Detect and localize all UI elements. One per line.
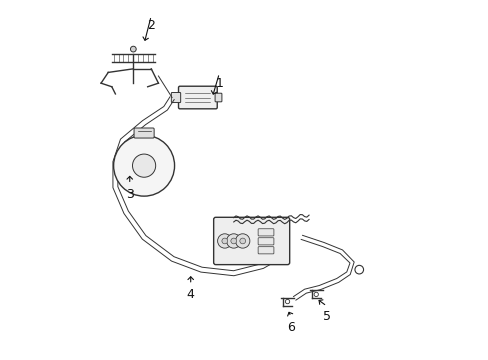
Circle shape — [217, 234, 231, 248]
Text: 6: 6 — [286, 320, 294, 333]
Circle shape — [113, 135, 174, 196]
Text: 2: 2 — [147, 19, 155, 32]
Circle shape — [226, 234, 241, 248]
FancyBboxPatch shape — [258, 238, 273, 245]
Circle shape — [239, 238, 245, 244]
Circle shape — [235, 234, 249, 248]
FancyBboxPatch shape — [258, 229, 273, 236]
Circle shape — [222, 238, 227, 244]
Text: 5: 5 — [322, 310, 330, 323]
Text: 1: 1 — [215, 77, 223, 90]
Circle shape — [130, 46, 136, 52]
FancyBboxPatch shape — [213, 217, 289, 265]
Circle shape — [132, 154, 155, 177]
FancyBboxPatch shape — [178, 86, 217, 109]
FancyBboxPatch shape — [171, 93, 180, 103]
FancyBboxPatch shape — [134, 128, 154, 138]
FancyBboxPatch shape — [215, 93, 222, 102]
FancyBboxPatch shape — [258, 247, 273, 254]
Text: 4: 4 — [186, 288, 194, 301]
Circle shape — [230, 238, 236, 244]
Text: 3: 3 — [125, 188, 133, 201]
